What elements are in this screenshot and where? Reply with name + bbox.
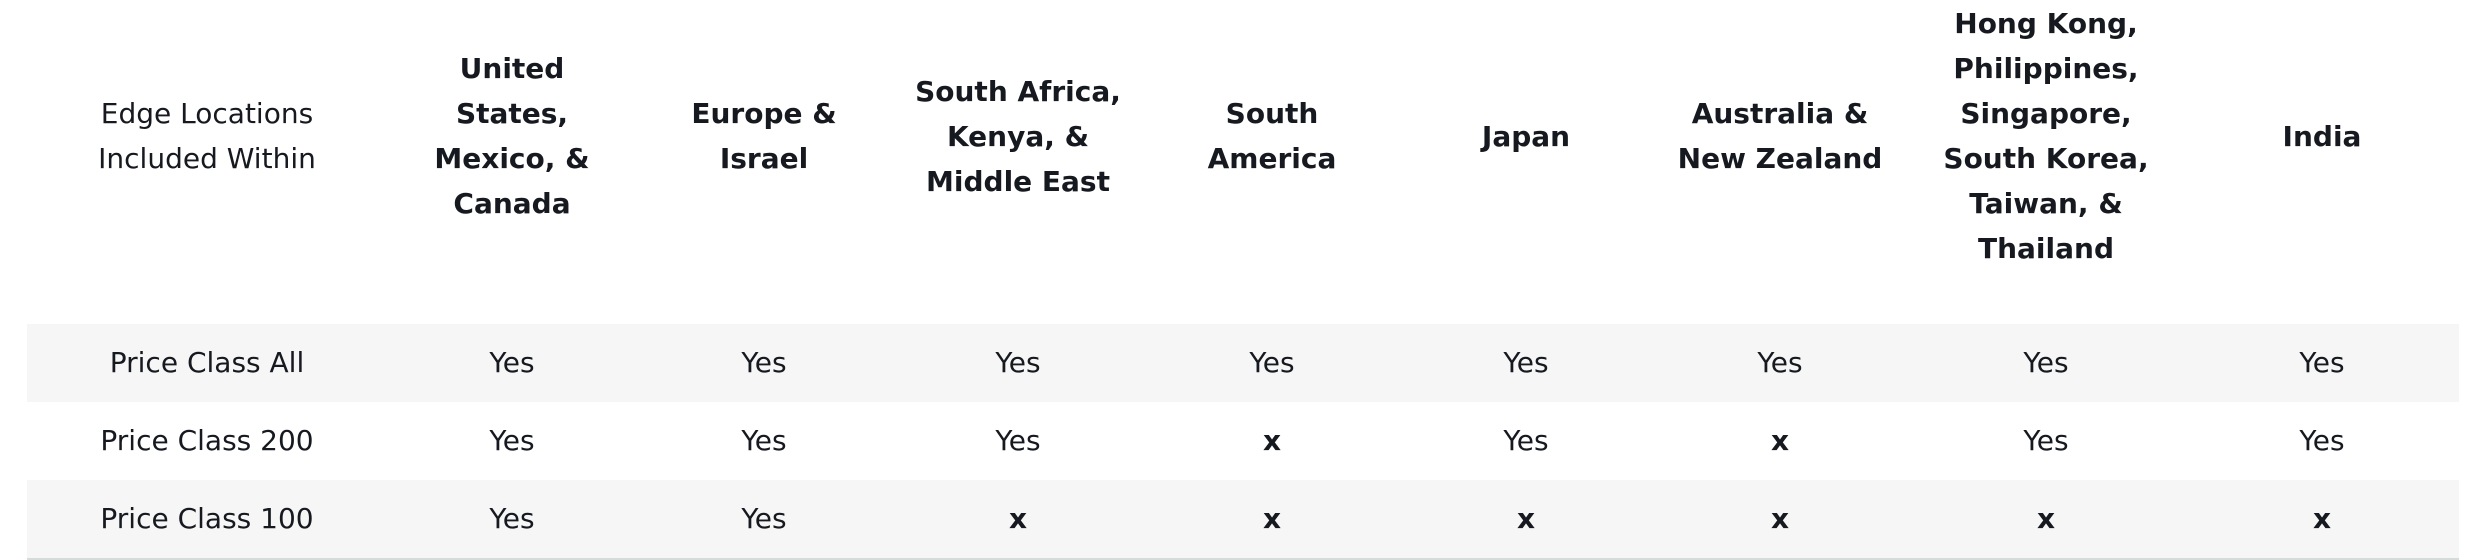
row-label: Price Class All [27,324,387,402]
table-cell: x [2185,480,2459,560]
row-label: Price Class 100 [27,480,387,560]
header-south-america: South America [1207,97,1337,175]
table-cell: x [1653,480,1907,560]
table-cell: Yes [637,324,891,402]
table-cell: Yes [2299,424,2345,457]
table-cell: Yes [995,424,1041,457]
table-cell: Yes [1399,324,1653,402]
table-row-price-class-all: Price Class All Yes Yes Yes Yes Yes Yes … [27,324,2459,402]
table-cell: x [1262,424,1282,457]
header-row: Edge Locations Included Within United St… [27,0,2459,324]
table-cell: Yes [891,324,1145,402]
table-cell: Yes [741,424,787,457]
table-body: Price Class All Yes Yes Yes Yes Yes Yes … [27,324,2459,560]
row-label: Price Class 200 [100,424,314,457]
header-south-africa-kenya-middle-east: South Africa, Kenya, & Middle East [915,74,1121,198]
table-cell: Yes [1653,324,1907,402]
price-class-table: Edge Locations Included Within United St… [27,0,2459,560]
header-us-mexico-canada: United States, Mexico, & Canada [434,52,590,220]
table-cell: Yes [387,480,637,560]
header-australia-new-zealand: Australia & New Zealand [1677,97,1883,175]
table-row-price-class-100: Price Class 100 Yes Yes x x x x x x [27,480,2459,560]
table-cell: x [891,480,1145,560]
table-cell: Yes [1145,324,1399,402]
price-class-table-container: Edge Locations Included Within United St… [27,0,2459,560]
table-cell: x [1399,480,1653,560]
header-asia-region: Hong Kong, Philippines, Singapore, South… [1943,7,2149,265]
table-cell: x [1145,480,1399,560]
table-header: Edge Locations Included Within United St… [27,0,2459,324]
header-edge-locations: Edge Locations Included Within [98,97,316,175]
table-cell: Yes [2185,324,2459,402]
table-cell: Yes [1907,324,2185,402]
table-cell: Yes [2023,424,2069,457]
header-india: India [2282,119,2362,153]
header-europe-israel: Europe & Israel [691,97,837,175]
table-cell: Yes [387,324,637,402]
table-row-price-class-200: Price Class 200 Yes Yes Yes x Yes x Yes … [27,402,2459,480]
table-cell: x [1907,480,2185,560]
table-cell: x [1770,424,1790,457]
table-cell: Yes [637,480,891,560]
table-cell: Yes [489,424,535,457]
header-japan: Japan [1481,119,1571,153]
table-cell: Yes [1503,424,1549,457]
